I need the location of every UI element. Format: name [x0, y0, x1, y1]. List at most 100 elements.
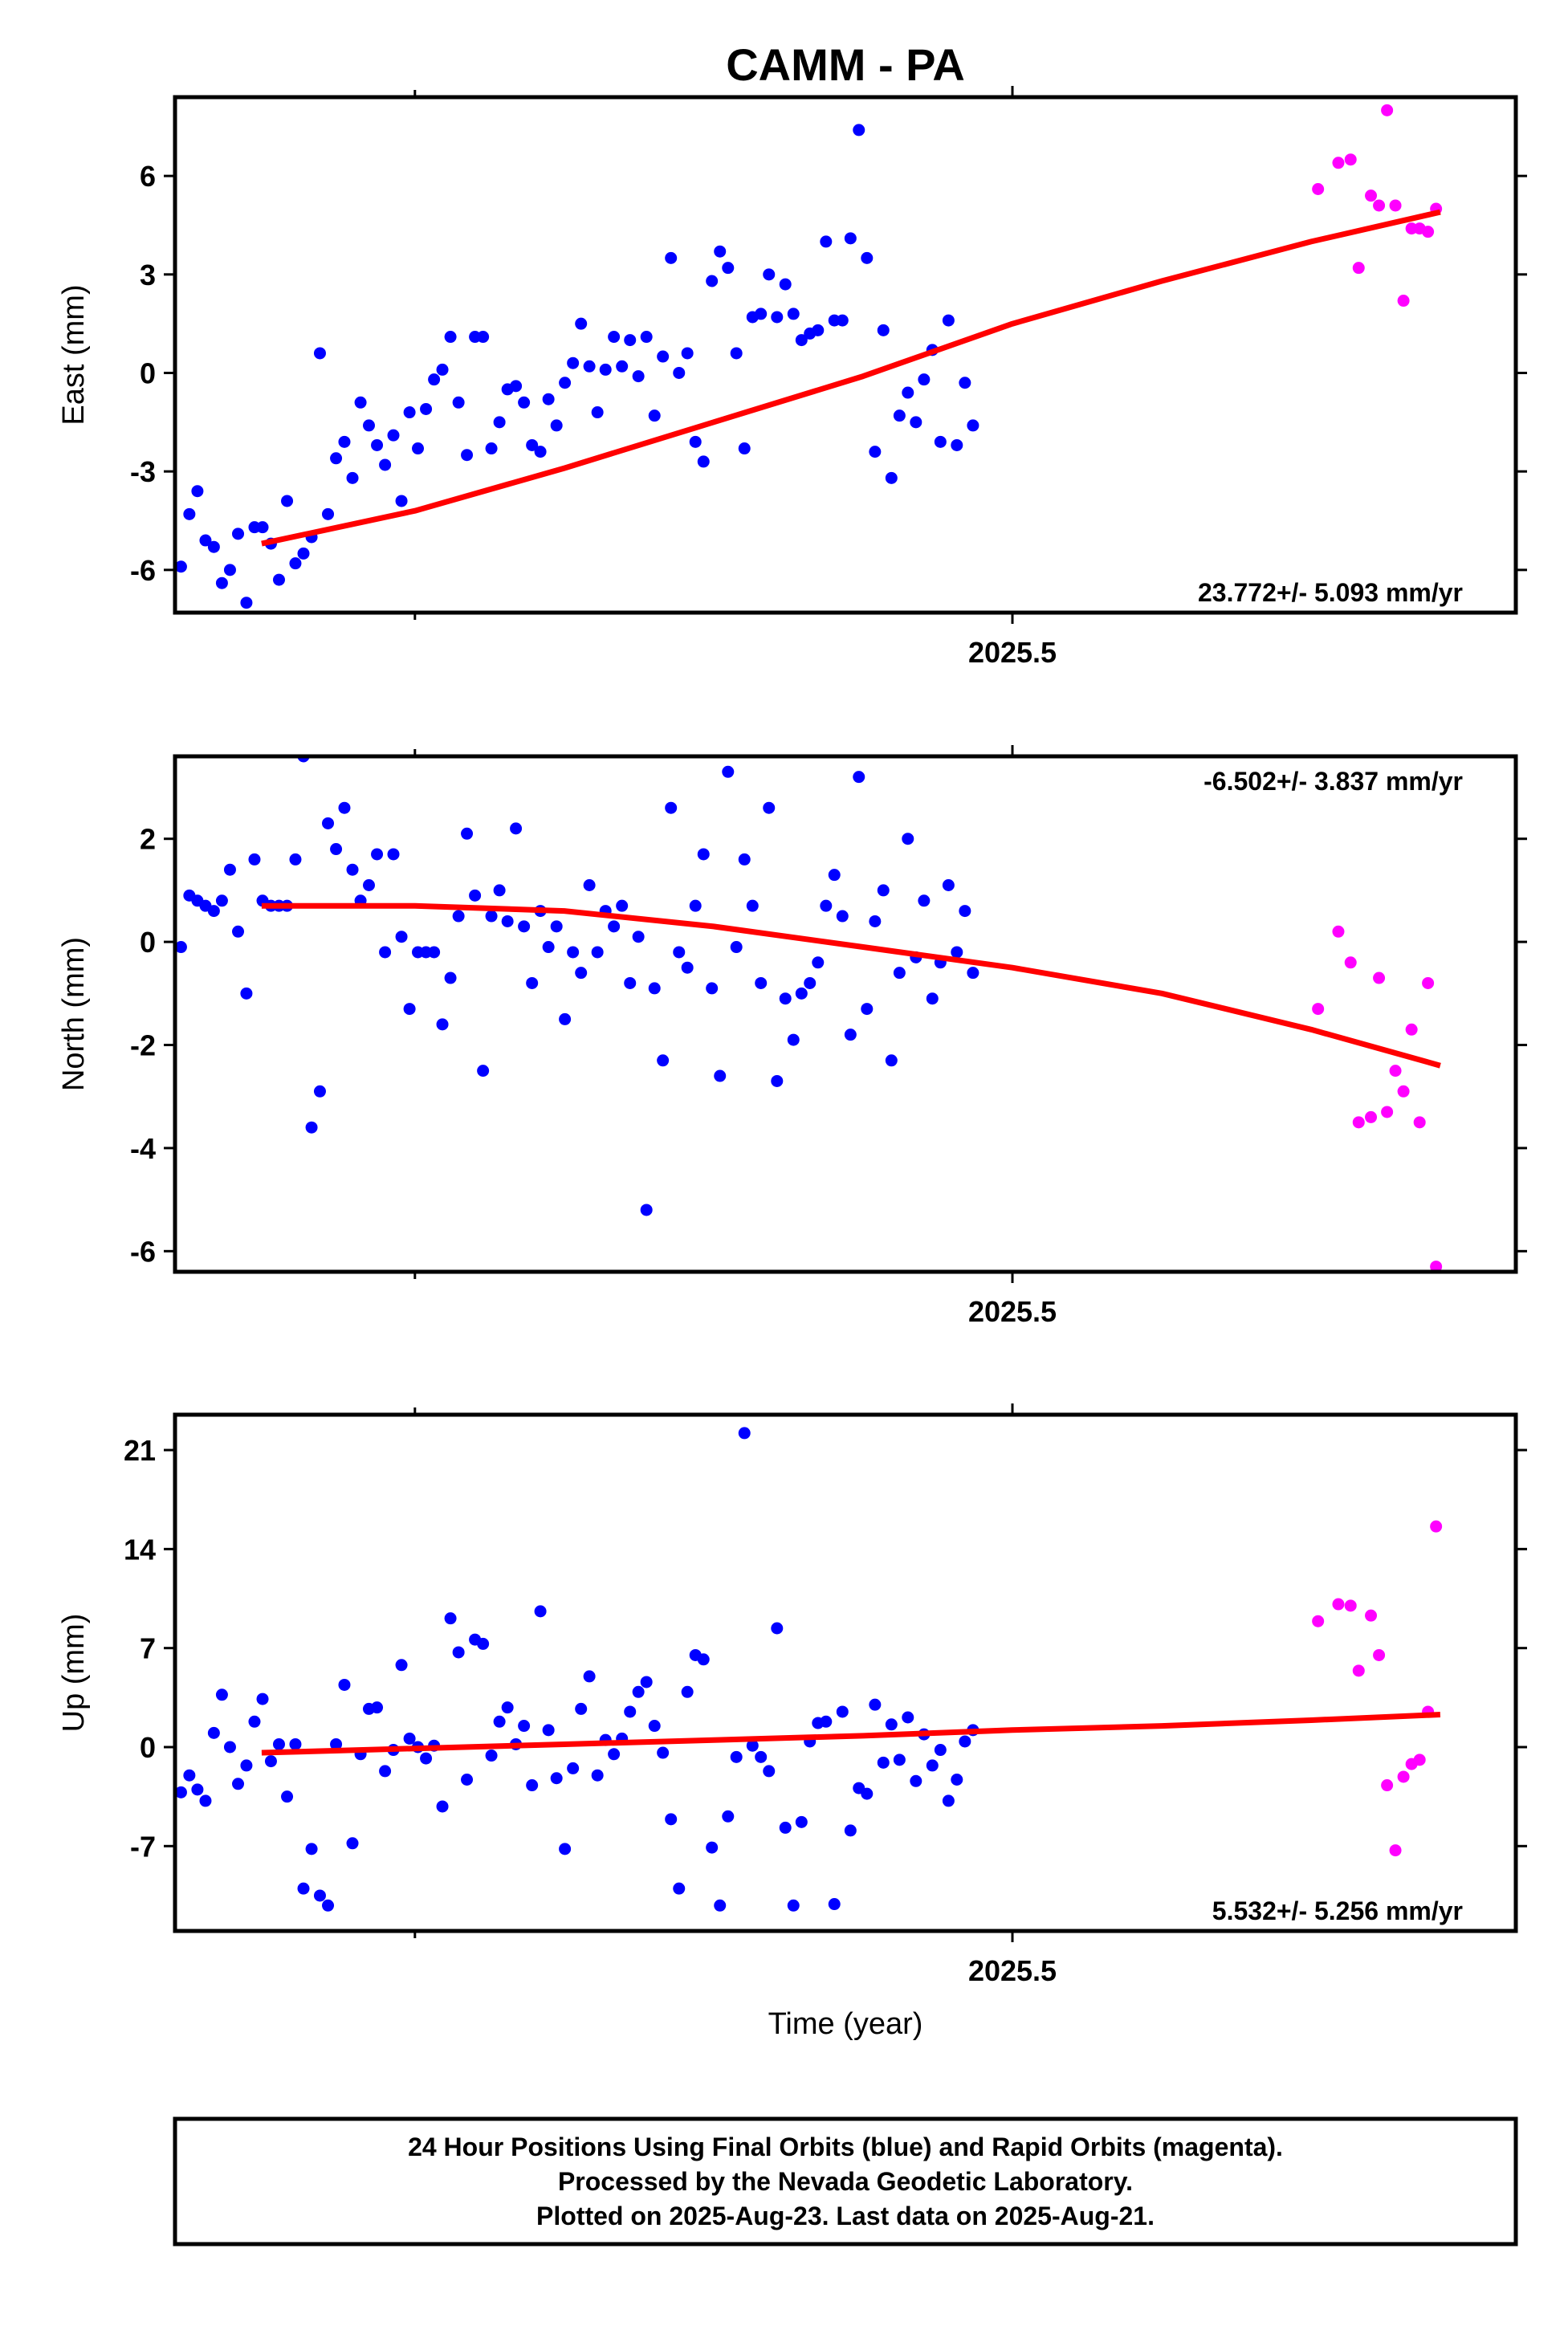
east-final-point	[428, 373, 441, 386]
up-fit-line	[261, 1712, 1441, 1756]
north-final-point	[763, 801, 776, 814]
east-final-point	[640, 331, 653, 344]
north-final-point	[444, 972, 457, 984]
up-rate-label: 5.532+/- 5.256 mm/yr	[1212, 1896, 1463, 1925]
north-final-point	[632, 931, 645, 943]
north-final-point	[240, 987, 253, 1000]
up-final-point	[959, 1735, 971, 1748]
up-final-point	[232, 1778, 245, 1790]
east-final-point	[771, 311, 784, 324]
east-final-point	[844, 232, 857, 245]
north-final-point	[428, 946, 441, 959]
up-final-point	[346, 1837, 359, 1850]
up-final-point	[248, 1715, 261, 1728]
north-final-point	[371, 848, 384, 861]
east-final-point	[542, 393, 555, 405]
north-final-point	[175, 941, 187, 954]
north-final-point	[461, 827, 474, 840]
up-final-point	[648, 1720, 661, 1733]
east-final-point	[362, 419, 375, 432]
east-final-point	[550, 419, 563, 432]
east-final-point	[795, 334, 808, 347]
east-rapid-point	[1352, 262, 1365, 275]
up-final-point	[395, 1659, 408, 1672]
up-final-point	[534, 1605, 547, 1618]
chart-title: CAMM - PA	[726, 39, 965, 90]
up-final-point	[403, 1732, 416, 1745]
north-final-point	[779, 992, 792, 1005]
east-final-point	[689, 435, 702, 448]
north-final-point	[575, 967, 588, 980]
east-final-point	[836, 314, 849, 327]
east-final-point	[967, 419, 979, 432]
up-final-point	[191, 1783, 204, 1796]
north-final-point	[665, 801, 678, 814]
up-plot-area	[175, 1427, 1443, 1912]
east-final-point	[951, 438, 963, 451]
footer-line-1: 24 Hour Positions Using Final Orbits (bl…	[408, 2132, 1283, 2161]
north-final-point	[877, 884, 890, 897]
north-rapid-point	[1422, 976, 1435, 989]
east-final-point	[869, 446, 882, 458]
footer-box	[173, 2116, 1518, 2246]
east-final-point	[722, 262, 735, 275]
north-final-point	[510, 822, 523, 835]
up-final-point	[632, 1685, 645, 1698]
east-final-point	[403, 406, 416, 419]
east-final-point	[591, 406, 604, 419]
up-final-point	[787, 1899, 800, 1912]
east-final-point	[812, 324, 825, 336]
east-final-point	[420, 402, 433, 415]
east-final-point	[942, 314, 955, 327]
up-final-point	[371, 1701, 384, 1714]
east-final-point	[902, 386, 914, 399]
east-final-point	[697, 455, 710, 468]
east-final-point	[959, 377, 971, 389]
east-final-point	[191, 485, 204, 498]
north-final-point	[362, 879, 375, 891]
north-ytick-label: -6	[130, 1235, 156, 1268]
up-final-point	[771, 1622, 784, 1635]
up-final-point	[272, 1737, 285, 1750]
up-final-point	[501, 1701, 514, 1714]
north-final-point	[542, 941, 555, 954]
east-final-point	[289, 557, 302, 570]
up-final-point	[877, 1756, 890, 1769]
up-ytick-label: 21	[124, 1434, 156, 1467]
north-final-point	[771, 1074, 784, 1087]
east-final-point	[297, 547, 310, 560]
east-final-point	[575, 317, 588, 330]
up-y-axis-label: Up (mm)	[57, 1614, 91, 1733]
north-final-point	[313, 1085, 326, 1098]
up-final-point	[297, 1882, 310, 1895]
up-rapid-point	[1312, 1615, 1325, 1627]
up-final-point	[567, 1762, 580, 1774]
up-rapid-point	[1352, 1664, 1365, 1677]
east-final-point	[493, 416, 506, 429]
north-xtick-label: 2025.5	[968, 1295, 1057, 1328]
east-final-point	[281, 495, 294, 507]
north-final-point	[959, 905, 971, 918]
east-final-point	[338, 435, 351, 448]
east-final-point	[175, 560, 187, 573]
north-rate-label: -6.502+/- 3.837 mm/yr	[1203, 767, 1463, 796]
east-final-point	[730, 347, 743, 360]
north-rapid-point	[1332, 925, 1345, 938]
east-final-point	[779, 278, 792, 291]
up-final-point	[942, 1794, 955, 1807]
footer-line-2: Processed by the Nevada Geodetic Laborat…	[558, 2167, 1133, 2196]
north-final-point	[730, 941, 743, 954]
east-final-point	[599, 363, 612, 376]
north-final-point	[387, 848, 400, 861]
east-final-point	[787, 308, 800, 320]
east-final-point	[207, 540, 220, 553]
north-final-point	[673, 946, 686, 959]
north-final-point	[640, 1204, 653, 1216]
up-final-point	[289, 1737, 302, 1750]
north-final-point	[493, 884, 506, 897]
up-final-point	[420, 1752, 433, 1765]
up-final-point	[934, 1744, 947, 1757]
north-final-point	[942, 879, 955, 891]
east-final-point	[313, 347, 326, 360]
east-final-point	[673, 366, 686, 379]
